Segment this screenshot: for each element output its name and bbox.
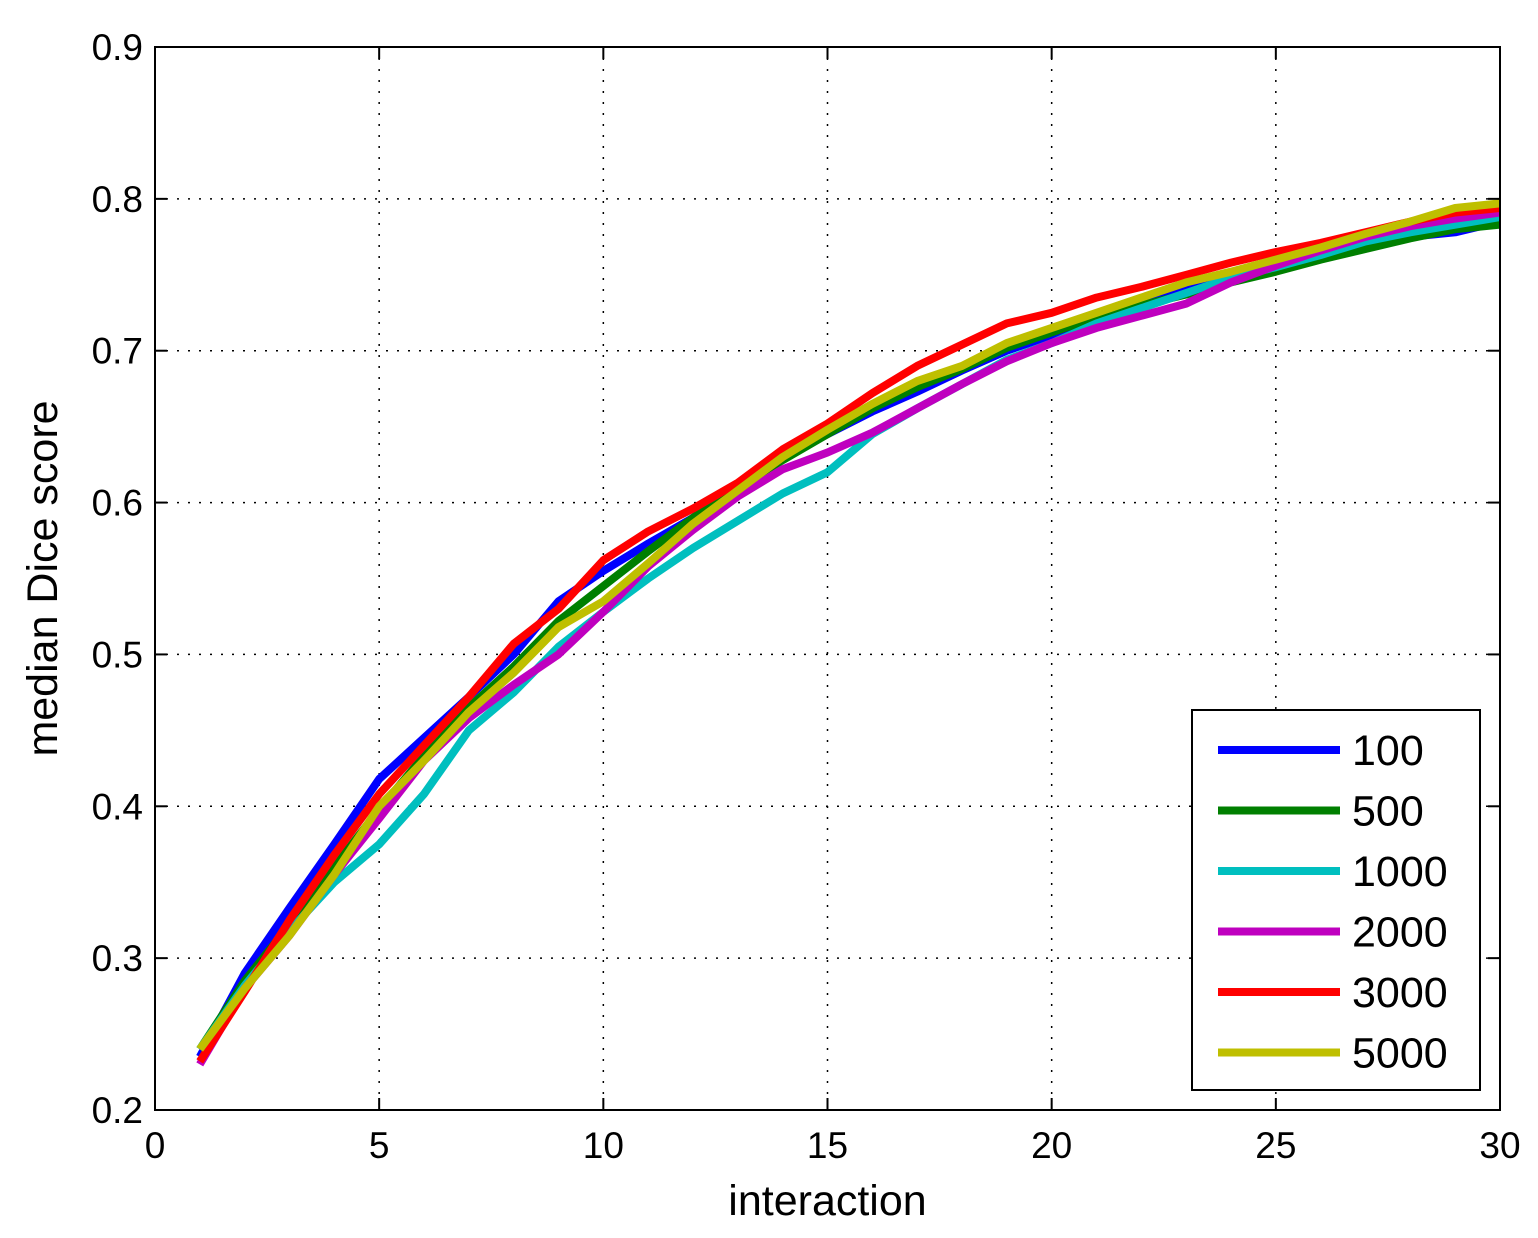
y-tick-label: 0.9 bbox=[92, 27, 143, 68]
series-line-5000 bbox=[196, 199, 1501, 1052]
legend-label: 500 bbox=[1352, 788, 1424, 836]
y-tick-label: 0.7 bbox=[92, 331, 143, 372]
x-tick-label: 20 bbox=[1031, 1125, 1072, 1166]
y-tick-label: 0.5 bbox=[92, 634, 143, 675]
x-tick-label: 0 bbox=[145, 1125, 166, 1166]
y-tick-label: 0.2 bbox=[92, 1090, 143, 1131]
legend: 100 500 1000 2000 3000 5000 bbox=[1191, 709, 1481, 1091]
legend-label: 100 bbox=[1352, 727, 1424, 775]
legend-box bbox=[1191, 709, 1481, 1091]
legend-label: 2000 bbox=[1352, 909, 1448, 957]
x-tick-label: 30 bbox=[1479, 1125, 1520, 1166]
y-tick-label: 0.4 bbox=[92, 786, 143, 827]
x-tick-label: 25 bbox=[1255, 1125, 1296, 1166]
series-line-3000 bbox=[196, 204, 1501, 1064]
x-tick-label: 5 bbox=[369, 1125, 390, 1166]
grid bbox=[155, 47, 1500, 1110]
x-tick-label: 10 bbox=[583, 1125, 624, 1166]
legend-label: 1000 bbox=[1352, 848, 1448, 896]
x-axis-title: interaction bbox=[728, 1177, 926, 1225]
legend-label: 5000 bbox=[1352, 1030, 1448, 1078]
y-tick-label: 0.8 bbox=[92, 179, 143, 220]
legend-label: 3000 bbox=[1352, 969, 1448, 1017]
y-axis-title: median Dice score bbox=[19, 400, 67, 756]
x-tick-label: 15 bbox=[807, 1125, 848, 1166]
series-lines bbox=[196, 199, 1501, 1067]
y-tick-label: 0.3 bbox=[92, 938, 143, 979]
axis-ticks: 0 5 10 15 20 25 30 0.2 0.3 0.4 0.5 0.6 0.7 0.8 0.9 bbox=[92, 27, 1521, 1166]
y-tick-label: 0.6 bbox=[92, 483, 143, 524]
